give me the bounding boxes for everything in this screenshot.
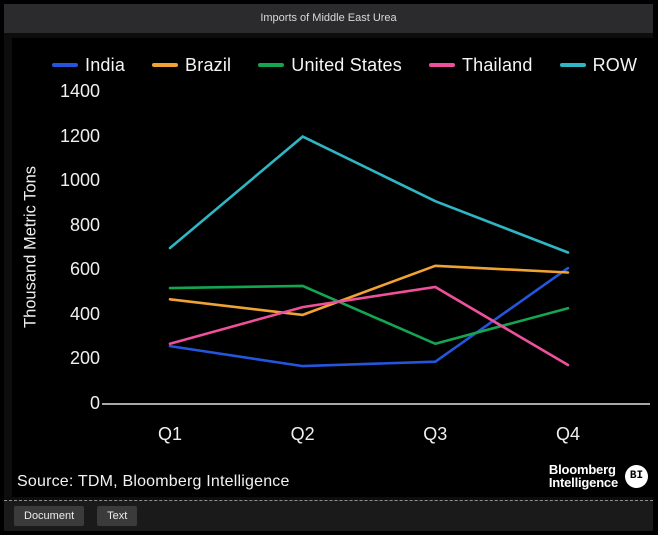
logo-text: Bloomberg Intelligence: [549, 463, 618, 489]
legend-item-row: ROW: [559, 54, 638, 76]
y-axis-tick-800: 800: [69, 214, 100, 235]
window-title: Imports of Middle East Urea: [260, 12, 397, 24]
x-axis-tick-q2: Q2: [290, 424, 315, 444]
chart-panel: India Brazil United States Thailand ROW Thou…: [12, 38, 653, 497]
document-button[interactable]: Document: [14, 506, 85, 526]
line-row: [168, 135, 570, 254]
legend-dash-icon: [52, 63, 78, 67]
y-axis-tick-200: 200: [69, 348, 100, 369]
x-axis-tick-q1: Q1: [157, 424, 182, 444]
logo-line1: Bloomberg: [548, 462, 616, 477]
y-axis-tick-1200: 1200: [59, 125, 100, 146]
bloomberg-intelligence-logo: Bloomberg Intelligence BI: [549, 463, 648, 489]
logo-line2: Intelligence: [548, 475, 618, 490]
window-titlebar: Imports of Middle East Urea: [4, 4, 653, 33]
chart-legend: India Brazil United States Thailand ROW: [52, 50, 637, 80]
line-brazil: [168, 264, 570, 317]
bi-badge-icon: BI: [625, 464, 648, 488]
line-united-states: [168, 284, 570, 346]
line-thailand: [168, 285, 570, 367]
y-axis-tick-1400: 1400: [59, 81, 100, 101]
legend-dash-icon: [428, 63, 455, 67]
x-axis-tick-q4: Q4: [555, 424, 580, 444]
y-axis-tick-1000: 1000: [59, 170, 100, 191]
legend-item-thailand: Thailand: [428, 54, 533, 76]
text-button[interactable]: Text: [97, 506, 138, 526]
bottom-toolbar: Document Text: [4, 500, 653, 531]
legend-dash-icon: [258, 63, 285, 67]
legend-item-brazil: Brazil: [152, 55, 231, 76]
legend-item-united-states: United States: [258, 55, 402, 76]
legend-label: ROW: [592, 54, 638, 75]
legend-label: United States: [291, 54, 402, 75]
app-window: Imports of Middle East Urea India Brazil U…: [4, 4, 653, 531]
source-attribution: Source: TDM, Bloomberg Intelligence: [17, 473, 290, 490]
legend-item-india: India: [52, 55, 125, 76]
y-axis-tick-0: 0: [89, 393, 100, 413]
line-india: [168, 266, 570, 368]
x-axis-tick-q3: Q3: [423, 424, 448, 444]
legend-label: Thailand: [461, 54, 533, 75]
legend-dash-icon: [152, 63, 179, 67]
y-axis-tick-600: 600: [69, 259, 100, 280]
legend-label: Brazil: [185, 54, 232, 75]
legend-label: India: [85, 54, 126, 75]
y-axis-tick-400: 400: [69, 303, 100, 324]
legend-dash-icon: [559, 63, 586, 67]
line-chart: [102, 135, 650, 405]
